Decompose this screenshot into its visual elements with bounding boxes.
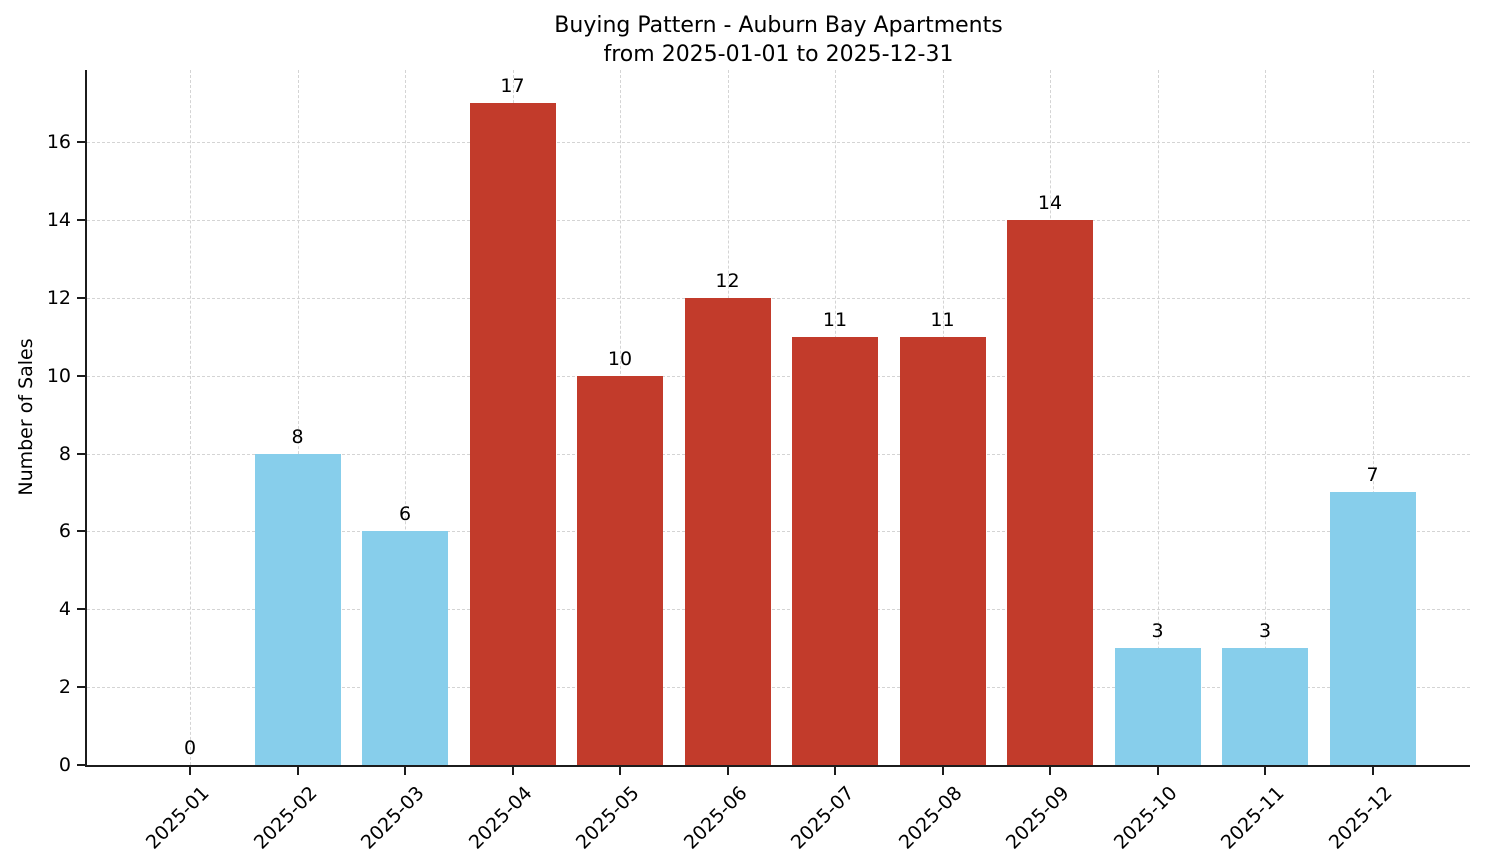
y-axis-spine [85,70,87,767]
bar-value-label: 11 [822,308,848,331]
x-tick-label: 2025-09 [1001,782,1074,854]
x-tick-label: 2025-04 [464,782,537,854]
plot-area: 0 2 4 6 8 10 12 14 16 2025-01 2025-02 2025-03 2025-0… [47,70,1470,854]
bar-value-label: 17 [500,75,525,98]
bar-value-label: 11 [930,308,955,331]
x-tick-label: 2025-08 [894,782,967,854]
y-tick-label: 2 [58,676,71,699]
y-tick-mark [77,374,85,377]
gridline-vertical [405,70,406,765]
x-tick-mark [1264,767,1266,775]
x-tick-label: 2025-05 [571,782,644,854]
bar-value-label: 10 [607,347,633,370]
x-tick-label: 2025-01 [141,782,214,854]
x-tick-mark [1371,767,1374,775]
x-tick-mark [619,767,621,775]
x-tick-mark [726,767,729,775]
x-tick-mark [511,767,514,775]
bar-2025-11 [1222,648,1308,765]
y-tick-label: 10 [46,364,71,387]
bar-2025-04 [469,103,556,765]
bar-value-label: 7 [1366,464,1379,487]
y-tick-label: 8 [58,442,71,465]
x-tick-mark [296,767,299,775]
bar-2025-09 [1007,219,1093,765]
bar-2025-12 [1329,492,1416,765]
bar-value-label: 3 [1151,620,1164,643]
bar-value-label: 0 [183,737,197,759]
gridline-vertical [1157,70,1159,765]
y-tick-mark [77,686,85,689]
x-tick-mark [941,767,944,775]
bar-value-label: 14 [1037,191,1063,214]
x-tick-label: 2025-07 [786,782,859,854]
y-tick-label: 6 [58,520,71,543]
bar-value-label: 12 [715,269,740,292]
x-tick-label: 2025-11 [1216,782,1289,854]
gridline-horizontal [87,219,1470,221]
gridline-horizontal [87,453,1470,455]
y-tick-label: 4 [58,598,71,621]
x-tick-mark [1049,767,1051,775]
gridline-horizontal [87,142,1470,144]
x-tick-mark [834,767,836,775]
bar-2025-07 [792,336,878,765]
gridline-horizontal [87,297,1470,299]
bar-2025-05 [577,375,663,765]
bar-value-label: 3 [1258,620,1272,643]
x-tick-mark [1156,767,1159,775]
gridline-vertical [297,70,299,765]
x-tick-label: 2025-02 [249,782,322,854]
y-tick-mark [77,452,85,455]
gridline-horizontal [87,687,1470,689]
gridline-vertical [1265,70,1266,765]
chart-title: Buying Pattern - Auburn Bay Apartments [554,13,1003,38]
x-axis-spine [85,765,1470,767]
bar-value-label: 8 [291,425,304,448]
x-tick-label: 2025-03 [356,782,429,854]
bar-2025-08 [899,336,986,765]
y-tick-label: 14 [46,208,71,231]
x-tick-mark [404,767,406,775]
y-tick-label: 16 [46,131,71,154]
gridline-vertical [190,70,191,765]
x-tick-label: 2025-12 [1324,782,1397,854]
y-tick-mark [77,296,85,299]
y-tick-mark [77,530,85,533]
y-axis-label: Number of Sales [15,338,37,496]
x-tick-mark [189,767,191,775]
bar-2025-02 [254,453,341,765]
gridline-horizontal [87,531,1470,533]
gridline-vertical [1372,70,1374,765]
chart-title-block: Buying Pattern - Auburn Bay Apartments f… [87,11,1470,69]
y-tick-label: 0 [58,754,71,776]
y-tick-mark [77,764,85,766]
x-tick-label: 2025-10 [1109,782,1182,854]
chart-subtitle: from 2025-01-01 to 2025-12-31 [603,42,954,67]
y-tick-label: 12 [46,286,71,309]
y-tick-mark [77,608,85,611]
y-tick-mark [77,218,85,221]
gridline-horizontal [87,609,1470,611]
y-tick-mark [77,141,85,144]
bar-value-label: 6 [398,503,412,526]
bar-2025-10 [1114,648,1201,765]
bar-2025-03 [362,531,448,765]
bar-2025-06 [684,297,771,765]
gridline-horizontal [87,375,1470,377]
x-tick-label: 2025-06 [679,782,752,854]
